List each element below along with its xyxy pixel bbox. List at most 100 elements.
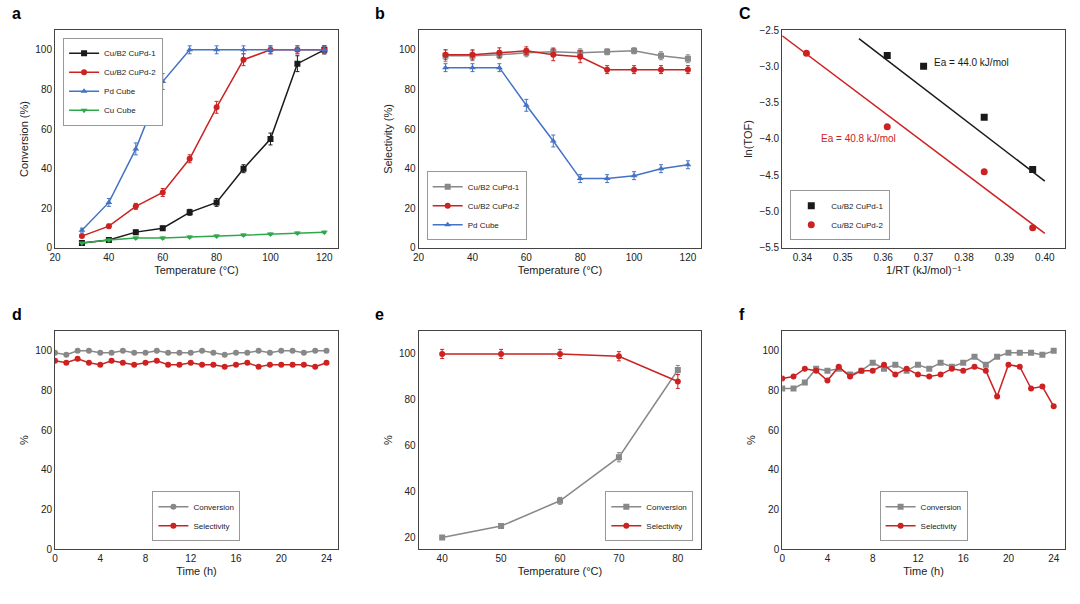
svg-text:Selectivity: Selectivity (193, 522, 229, 531)
svg-text:70: 70 (613, 553, 625, 564)
svg-text:0.39: 0.39 (995, 252, 1015, 263)
svg-text:8: 8 (870, 553, 876, 564)
svg-text:20: 20 (276, 553, 288, 564)
svg-text:80: 80 (575, 252, 587, 263)
svg-text:f: f (739, 306, 745, 323)
svg-text:0: 0 (779, 553, 785, 564)
svg-text:100: 100 (399, 348, 416, 359)
svg-text:−4.0: −4.0 (759, 133, 779, 144)
svg-text:40: 40 (41, 464, 53, 475)
svg-text:40: 40 (404, 486, 416, 497)
svg-text:0.35: 0.35 (833, 252, 853, 263)
svg-text:60: 60 (404, 124, 416, 135)
svg-text:d: d (12, 306, 22, 323)
svg-text:20: 20 (413, 252, 425, 263)
svg-text:20: 20 (1003, 553, 1015, 564)
svg-text:a: a (12, 5, 21, 22)
svg-text:20: 20 (49, 252, 61, 263)
svg-text:4: 4 (97, 553, 103, 564)
svg-text:50: 50 (496, 553, 508, 564)
svg-text:−2.5: −2.5 (759, 25, 779, 36)
svg-text:20: 20 (41, 504, 53, 515)
svg-text:40: 40 (103, 252, 115, 263)
svg-text:Conversion: Conversion (921, 503, 961, 512)
svg-text:60: 60 (768, 425, 780, 436)
svg-text:Cu/B2 CuPd-2: Cu/B2 CuPd-2 (104, 68, 156, 77)
svg-text:−5.5: −5.5 (759, 242, 779, 253)
svg-text:80: 80 (41, 385, 53, 396)
svg-text:Pd Cube: Pd Cube (104, 87, 136, 96)
svg-text:−3.0: −3.0 (759, 61, 779, 72)
svg-text:Temperature (°C): Temperature (°C) (518, 565, 602, 577)
svg-text:0.36: 0.36 (873, 252, 893, 263)
svg-text:Ea = 40.8 kJ/mol: Ea = 40.8 kJ/mol (821, 133, 896, 144)
svg-text:0.40: 0.40 (1035, 252, 1055, 263)
svg-text:60: 60 (404, 440, 416, 451)
svg-text:Cu Cube: Cu Cube (104, 106, 136, 115)
svg-text:100: 100 (626, 252, 643, 263)
svg-text:40: 40 (41, 163, 53, 174)
svg-text:%: % (745, 435, 757, 445)
svg-text:40: 40 (404, 163, 416, 174)
svg-text:Selectivity: Selectivity (646, 522, 682, 531)
svg-text:24: 24 (321, 553, 333, 564)
svg-text:4: 4 (825, 553, 831, 564)
svg-text:60: 60 (554, 553, 566, 564)
svg-text:20: 20 (404, 203, 416, 214)
svg-text:Conversion: Conversion (193, 503, 233, 512)
svg-text:100: 100 (763, 345, 780, 356)
svg-text:ln(TOF): ln(TOF) (742, 120, 754, 158)
svg-text:%: % (18, 435, 30, 445)
svg-text:Selectivity: Selectivity (921, 522, 957, 531)
svg-text:0.34: 0.34 (793, 252, 813, 263)
svg-text:60: 60 (41, 124, 53, 135)
svg-text:40: 40 (437, 553, 449, 564)
svg-text:0: 0 (410, 242, 416, 253)
svg-text:16: 16 (958, 553, 970, 564)
svg-text:0.38: 0.38 (954, 252, 974, 263)
svg-text:20: 20 (404, 532, 416, 543)
svg-text:120: 120 (316, 252, 333, 263)
svg-text:Time (h): Time (h) (176, 565, 217, 577)
svg-text:60: 60 (157, 252, 169, 263)
svg-text:−5.0: −5.0 (759, 206, 779, 217)
svg-text:0: 0 (774, 544, 780, 555)
svg-text:Pd Cube: Pd Cube (468, 221, 500, 230)
svg-text:b: b (375, 5, 385, 22)
svg-text:e: e (375, 306, 384, 323)
svg-text:60: 60 (521, 252, 533, 263)
svg-text:16: 16 (230, 553, 242, 564)
svg-text:Selectivity (%): Selectivity (%) (382, 104, 394, 174)
svg-text:0: 0 (46, 242, 52, 253)
svg-text:%: % (382, 435, 394, 445)
svg-text:80: 80 (41, 84, 53, 95)
svg-text:20: 20 (41, 203, 53, 214)
svg-text:80: 80 (404, 394, 416, 405)
svg-text:Cu/B2 CuPd-1: Cu/B2 CuPd-1 (104, 49, 156, 58)
svg-text:Temperature (°C): Temperature (°C) (518, 264, 602, 276)
svg-text:−3.5: −3.5 (759, 97, 779, 108)
svg-text:Ea = 44.0 kJ/mol: Ea = 44.0 kJ/mol (934, 57, 1009, 68)
svg-text:8: 8 (143, 553, 149, 564)
svg-text:Cu/B2 CuPd-2: Cu/B2 CuPd-2 (468, 202, 520, 211)
svg-text:Time (h): Time (h) (903, 565, 944, 577)
svg-text:40: 40 (768, 464, 780, 475)
svg-text:12: 12 (185, 553, 197, 564)
svg-text:Temperature (°C): Temperature (°C) (154, 264, 238, 276)
svg-text:100: 100 (35, 345, 52, 356)
svg-text:0: 0 (52, 553, 58, 564)
svg-text:100: 100 (399, 44, 416, 55)
svg-text:100: 100 (262, 252, 279, 263)
svg-text:C: C (739, 5, 751, 22)
svg-text:100: 100 (35, 44, 52, 55)
svg-text:0.37: 0.37 (914, 252, 934, 263)
svg-text:Cu/B2 CuPd-2: Cu/B2 CuPd-2 (831, 221, 883, 230)
svg-text:12: 12 (912, 553, 924, 564)
svg-text:Cu/B2 CuPd-1: Cu/B2 CuPd-1 (468, 183, 520, 192)
svg-text:20: 20 (768, 504, 780, 515)
svg-text:−4.5: −4.5 (759, 170, 779, 181)
svg-text:60: 60 (41, 425, 53, 436)
svg-text:80: 80 (404, 84, 416, 95)
svg-text:24: 24 (1048, 553, 1060, 564)
svg-text:1/RT (kJ/mol)⁻¹: 1/RT (kJ/mol)⁻¹ (886, 264, 961, 276)
